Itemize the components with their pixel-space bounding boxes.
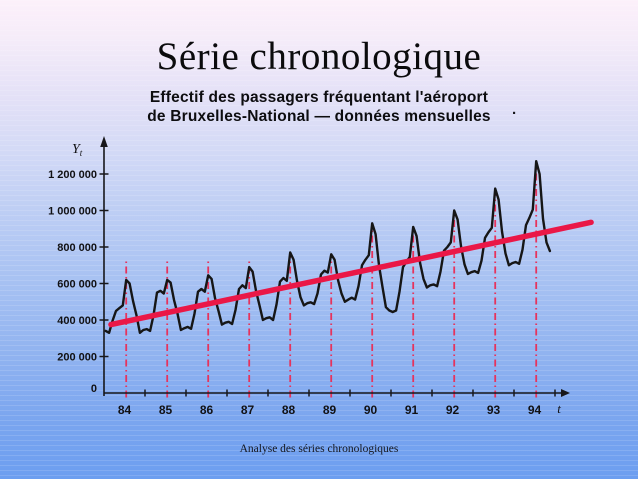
slide-title: Série chronologique: [156, 35, 482, 78]
trend-line: [108, 219, 594, 328]
footer-text: Analyse des séries chronologiques: [239, 443, 399, 455]
x-axis-title: t: [557, 401, 561, 416]
stray-period: .: [512, 101, 517, 118]
y-tick-label: 200 000: [57, 352, 97, 364]
slide-subtitle: Effectif des passagers fréquentant l'aér…: [0, 88, 638, 126]
axes: [103, 147, 562, 396]
y-tick-label: 1 200 000: [48, 169, 97, 181]
x-tick-label: 93: [487, 403, 501, 417]
x-tick-label: 85: [159, 403, 173, 417]
x-axis-arrow-icon: [561, 389, 570, 397]
subtitle-line-2: de Bruxelles-National — données mensuell…: [147, 108, 491, 125]
x-tick-label: 91: [405, 403, 419, 417]
subtitle-line-1: Effectif des passagers fréquentant l'aér…: [149, 89, 489, 106]
x-axis-ticks: 84 85 86 87 88 89 90 91 92 93 94: [118, 389, 556, 417]
y-axis-ticks: 0 200 000 400 000 600 000 800 000 1 000 000 1 …: [48, 169, 109, 395]
x-tick-label: 87: [241, 403, 255, 417]
y-axis-arrow-icon: [100, 136, 108, 147]
y-tick-label: 1 000 000: [48, 206, 97, 218]
x-tick-label: 84: [118, 403, 132, 417]
y-axis-title: Yt: [72, 142, 83, 158]
y-tick-label: 400 000: [57, 315, 97, 327]
passenger-series-curve: [104, 159, 552, 334]
y-tick-label-zero: 0: [91, 383, 97, 395]
x-tick-label: 86: [200, 403, 214, 417]
y-tick-label: 800 000: [57, 242, 97, 254]
x-tick-label: 92: [446, 403, 460, 417]
x-tick-label: 89: [323, 403, 337, 417]
x-tick-label: 94: [528, 403, 542, 417]
y-tick-label: 600 000: [57, 279, 97, 291]
x-tick-label: 90: [364, 403, 378, 417]
x-tick-label: 88: [282, 403, 296, 417]
